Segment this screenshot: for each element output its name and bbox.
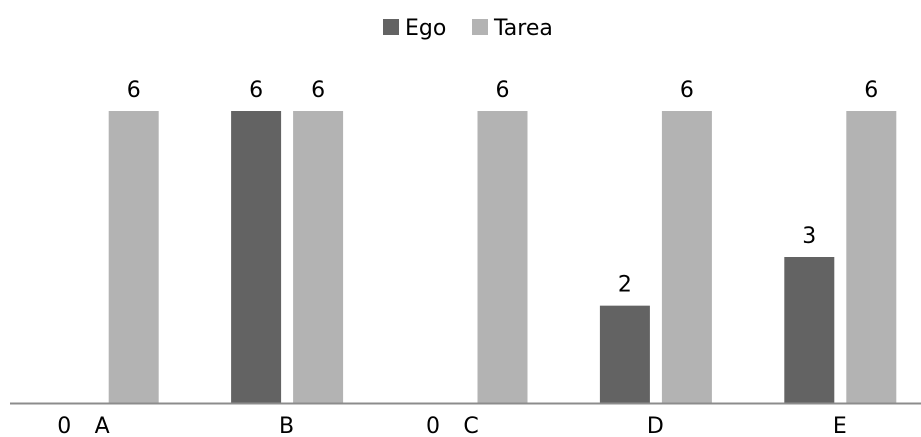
legend-label-tarea: Tarea [493, 16, 553, 41]
legend: Ego Tarea [383, 16, 553, 41]
bar-ego-b [231, 111, 282, 403]
x-tick-label-e: E [833, 414, 847, 437]
data-label-tarea-e: 6 [864, 78, 878, 103]
legend-label-ego: Ego [405, 16, 446, 41]
data-label-ego-d: 2 [618, 273, 632, 298]
bar-tarea-d [661, 111, 712, 403]
x-tick-label-c: C [463, 414, 478, 437]
bar-ego-d [599, 305, 650, 403]
data-label-tarea-b: 6 [311, 78, 325, 103]
bar-tarea-b [293, 111, 344, 403]
data-label-tarea-a: 6 [127, 78, 141, 103]
data-label-ego-c: 0 [426, 414, 440, 437]
bar-tarea-c [477, 111, 528, 403]
data-label-tarea-d: 6 [680, 78, 694, 103]
x-tick-label-a: A [95, 414, 110, 437]
data-labels: 0 6 6 6 0 6 2 6 3 6 [57, 78, 878, 437]
bar-ego-e [784, 257, 835, 403]
data-label-ego-e: 3 [802, 224, 816, 249]
legend-swatch-ego [383, 19, 399, 35]
bar-tarea-e [846, 111, 897, 403]
bar-tarea-a [108, 111, 159, 403]
data-label-tarea-c: 6 [496, 78, 510, 103]
x-axis-tick-labels: A B C D E [95, 414, 847, 437]
data-label-ego-a: 0 [57, 414, 71, 437]
data-label-ego-b: 6 [249, 78, 263, 103]
x-tick-label-d: D [647, 414, 664, 437]
x-tick-label-b: B [279, 414, 294, 437]
legend-swatch-tarea [472, 19, 488, 35]
bars [108, 111, 897, 403]
